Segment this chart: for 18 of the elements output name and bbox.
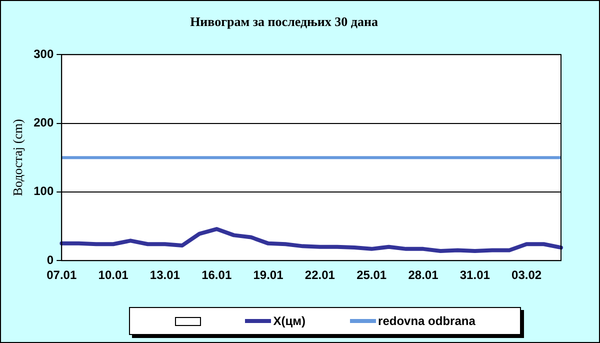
x-tick-label: 03.02 [512,268,542,282]
y-tick-label: 300 [34,46,54,61]
x-tick-label: 28.01 [408,268,439,282]
y-tick-label: 100 [34,184,54,198]
x-tick-label: 13.01 [150,268,180,282]
legend-label: redovna odbrana [378,314,476,328]
x-tick-label: 25.01 [356,268,387,282]
y-axis-title: Водостај (cm) [10,119,26,196]
y-tick-label: 200 [34,116,54,130]
x-tick-label: 10.01 [98,268,129,282]
legend-label: X(цм) [273,314,306,328]
x-tick-label: 22.01 [304,268,336,282]
chart-title: Нивограм за последњих 30 дана [190,14,378,30]
x-tick-label: 16.01 [202,268,232,282]
x-tick-label: 31.01 [460,268,490,282]
x-tick-label: 19.01 [253,268,284,282]
x-tick-label: 07.01 [46,268,77,282]
y-tick-label: 0 [46,252,54,267]
